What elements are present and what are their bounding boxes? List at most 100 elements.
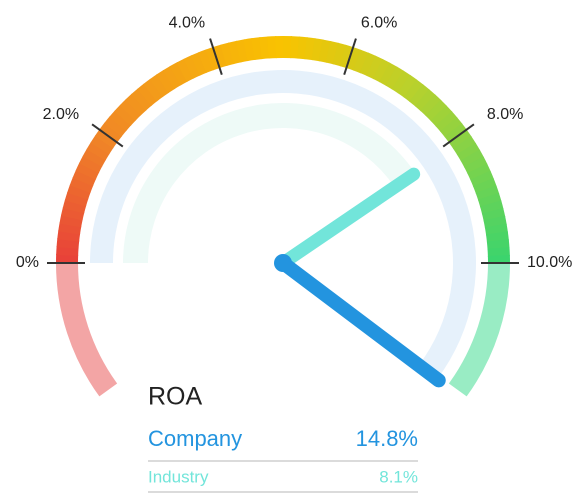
gauge-band [67,184,91,200]
gauge-band [283,36,293,59]
gauge-band [425,99,448,122]
gauge-band [403,79,424,103]
gauge-band [486,239,510,250]
gauge-band [339,44,355,69]
tick-mark [442,123,475,148]
gauge-band [205,46,221,71]
gauge-band [220,42,235,66]
legend-name: Industry [148,467,209,486]
gauge-extension [448,263,510,397]
gauge-band [452,136,477,156]
gauge-band [56,245,79,256]
gauge-band [480,200,504,215]
gauge-band [119,98,142,121]
gauge-band [190,52,208,76]
gauge-band [275,36,285,59]
tick-label: 10.0% [527,254,572,271]
gauge-band [420,94,442,117]
gauge-band [64,191,89,207]
legend-name: Company [148,426,242,451]
legend-value: 8.1% [379,467,418,486]
needle [276,167,421,270]
gauge-band [470,170,494,188]
gauge-band [414,89,436,112]
chart-title: ROA [148,383,203,411]
gauge-band [391,70,411,94]
gauge-band [62,199,87,214]
tick-label: 0% [16,254,39,271]
gauge-band [372,58,391,83]
gauge-band [477,192,502,208]
gauge-band [131,88,153,111]
gauge-band [460,149,484,168]
gauge-band [259,36,270,60]
tick-label: 2.0% [43,106,79,123]
gauge-band [156,69,176,94]
value-band [90,69,476,380]
gauge-band [90,135,114,155]
gauge-band [440,117,463,138]
gauge-band [487,255,510,263]
gauge-band [486,231,509,243]
gauge-band [359,52,377,77]
gauge-band [325,40,340,65]
gauge-band [125,93,147,116]
gauge-band [290,36,301,59]
gauge-band [332,42,347,67]
tick-mark [209,38,223,75]
gauge-band [444,123,468,144]
tick-label: 4.0% [169,15,205,32]
gauge-band [397,74,418,98]
tick-label: 6.0% [361,15,397,32]
gauge-band [149,74,170,98]
gauge-band [318,39,332,63]
gauge-band [75,162,100,180]
gauge-band [409,84,430,107]
gauge-band [197,49,214,73]
gauge-band [72,169,97,187]
gauge-band [487,247,510,257]
gauge-band [353,49,370,74]
gauge-band [86,141,110,161]
gauge-band [176,58,195,82]
gauge-band [60,206,85,221]
gauge-band [104,116,127,137]
gauge-band [379,62,398,87]
gauge-band [99,122,123,143]
gauge-band [169,62,188,86]
gauge-band [430,105,453,127]
gauge-band [78,155,103,174]
gauge-band [467,163,491,181]
gauge-band [109,110,132,132]
gauge-band [59,214,83,228]
gauge-band [475,185,500,201]
tick-mark [91,123,124,148]
value-band [123,102,416,263]
gauge-band [212,44,228,69]
gauge-band [94,128,118,149]
gauge-band [464,156,488,175]
gauge-band [183,55,201,79]
gauge-band [473,177,497,194]
gauge-band [114,104,137,126]
legend-value: 14.8% [356,426,418,451]
gauge-band [137,83,158,106]
gauge-band [69,176,94,193]
gauge-band [143,78,164,102]
gauge-band [56,253,79,263]
gauge-band [385,66,405,90]
gauge-band [366,55,384,80]
gauge-band [162,65,182,90]
gauge-band [251,37,263,60]
tick-label: 8.0% [487,106,523,123]
gauge-band [82,148,107,167]
gauge-band [346,47,362,71]
gauge-band [435,111,458,133]
needle [276,256,446,388]
gauge-band [267,36,277,59]
gauge-band [456,142,481,162]
gauge-band [448,129,472,150]
tick-mark [343,38,357,75]
gauge-extension [56,263,118,397]
